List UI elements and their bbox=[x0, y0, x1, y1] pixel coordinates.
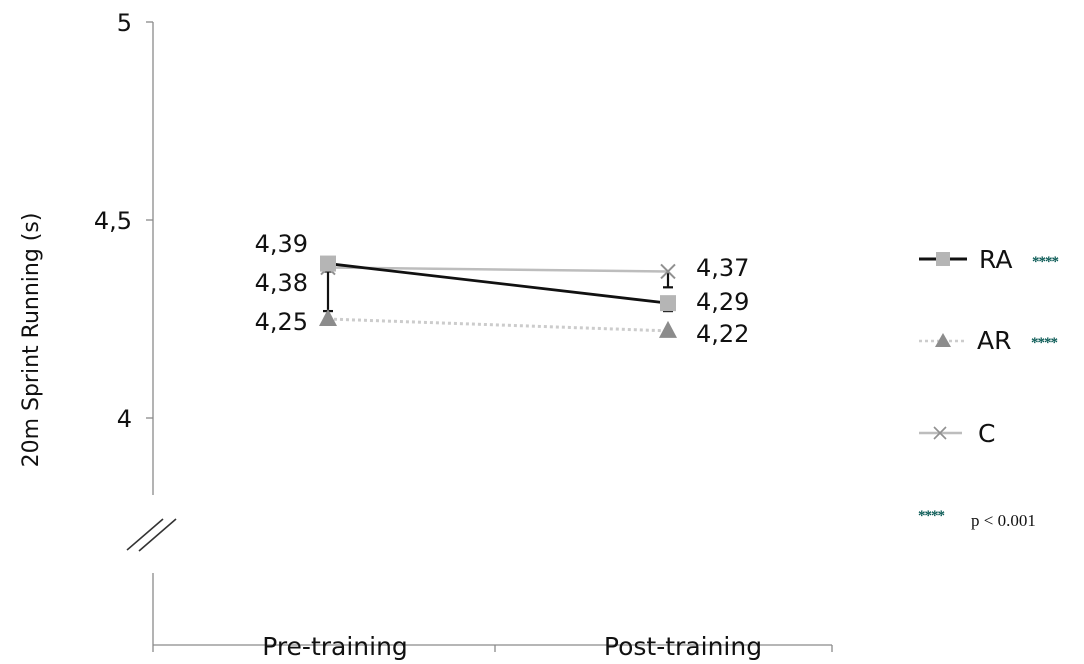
legend-item-ra: RA **** bbox=[919, 245, 1060, 274]
significance-note-text: p < 0.001 bbox=[971, 511, 1036, 530]
series-line-ar bbox=[327, 317, 669, 333]
legend: RA **** AR **** C **** p < 0.001 bbox=[918, 245, 1060, 530]
significance-stars-ra: **** bbox=[1032, 254, 1059, 270]
data-label-ra-post: 4,29 bbox=[696, 288, 749, 316]
data-point-ra-0 bbox=[320, 255, 336, 272]
data-point-ar-1 bbox=[659, 320, 677, 338]
significance-note: **** p < 0.001 bbox=[918, 508, 1036, 530]
data-label-ra-pre: 4,39 bbox=[255, 230, 308, 258]
significance-stars-ar: **** bbox=[1031, 335, 1058, 351]
data-label-c-post: 4,37 bbox=[696, 254, 749, 282]
data-point-ar-0 bbox=[319, 309, 337, 326]
series-line-ra bbox=[327, 262, 669, 305]
data-label-ar-pre: 4,25 bbox=[255, 308, 308, 336]
legend-item-c: C bbox=[919, 419, 995, 448]
square-marker-icon bbox=[936, 252, 950, 266]
legend-item-ar: AR **** bbox=[919, 326, 1059, 355]
data-point-ra-1 bbox=[660, 295, 676, 312]
x-marker-icon bbox=[933, 426, 947, 440]
data-point-c-1 bbox=[660, 263, 676, 280]
data-label-c-pre: 4,38 bbox=[255, 269, 308, 297]
y-axis-title: 20m Sprint Running (s) bbox=[19, 213, 44, 468]
data-label-ar-post: 4,22 bbox=[696, 320, 749, 348]
series-lines bbox=[327, 262, 669, 333]
legend-label-ra: RA bbox=[979, 245, 1012, 274]
legend-label-c: C bbox=[978, 419, 995, 448]
y-tick-label: 4 bbox=[117, 405, 132, 433]
axis-break-icon bbox=[126, 518, 177, 552]
y-tick-label: 4,5 bbox=[94, 207, 132, 235]
series-markers bbox=[319, 255, 677, 338]
x-category-label: Pre-training bbox=[262, 632, 408, 661]
legend-label-ar: AR bbox=[977, 326, 1011, 355]
series-line-c bbox=[327, 266, 669, 273]
y-tick-label: 5 bbox=[117, 9, 132, 37]
triangle-marker-icon bbox=[935, 333, 951, 347]
x-category-label: Post-training bbox=[604, 632, 762, 661]
significance-note-stars: **** bbox=[918, 508, 945, 524]
